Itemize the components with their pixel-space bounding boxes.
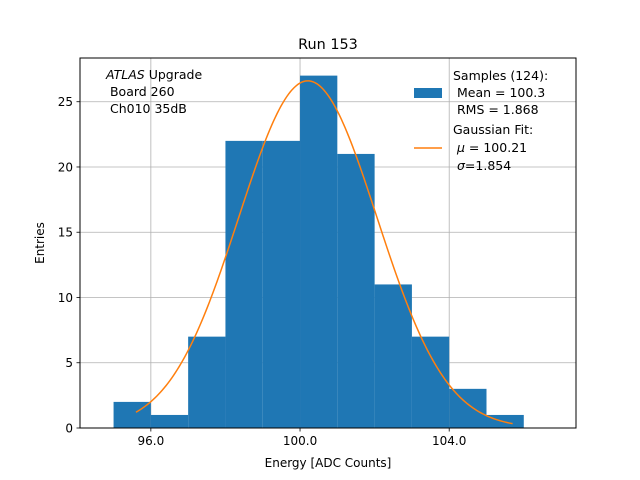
legend-swatch-samples	[414, 88, 442, 98]
atlas-annotation-line2: Board 260	[106, 84, 175, 99]
legend-mu-value: = 100.21	[465, 140, 527, 155]
x-tick-label: 104.0	[432, 434, 466, 448]
histogram-bars	[113, 75, 524, 429]
y-tick-label: 10	[58, 291, 73, 305]
legend-fit-line2: μ = 100.21	[453, 140, 527, 155]
chart-title: Run 153	[298, 37, 358, 53]
y-tick-label: 20	[58, 160, 73, 174]
atlas-label: ATLAS	[105, 67, 145, 82]
x-axis-ticks: 96.0 100.0 104.0	[137, 428, 466, 448]
legend-samples-line1: Samples (124):	[453, 68, 548, 83]
legend-samples-line3: RMS = 1.868	[453, 102, 539, 117]
histogram-bar	[337, 153, 375, 429]
fit-layer	[135, 80, 513, 425]
histogram-bar	[262, 140, 301, 428]
histogram-bar	[411, 336, 450, 428]
x-axis-label: Energy [ADC Counts]	[265, 456, 392, 470]
x-tick-label: 96.0	[137, 434, 164, 448]
histogram-bar	[374, 284, 412, 428]
legend-samples-line2: Mean = 100.3	[453, 85, 545, 100]
legend-sigma-symbol: σ	[457, 158, 466, 173]
histogram-bar	[449, 388, 487, 428]
x-tick-label: 100.0	[283, 434, 317, 448]
histogram-bar	[188, 336, 226, 428]
y-tick-label: 15	[58, 226, 73, 240]
atlas-upgrade-label: Upgrade	[145, 67, 203, 82]
y-axis-label: Entries	[33, 222, 47, 264]
atlas-annotation-line1: ATLAS Upgrade	[105, 67, 202, 82]
y-axis-ticks: 0 5 10 15 20 25	[58, 95, 80, 436]
histogram-bar	[150, 414, 189, 428]
legend-sigma-value: =1.854	[465, 158, 511, 173]
y-tick-label: 5	[65, 356, 73, 370]
legend-mu-symbol: μ	[456, 140, 465, 155]
y-tick-label: 25	[58, 95, 73, 109]
legend-fit-line1: Gaussian Fit:	[453, 122, 533, 137]
histogram-bar	[225, 140, 263, 428]
atlas-annotation-line3: Ch010 35dB	[106, 101, 187, 116]
legend: Samples (124): Mean = 100.3 RMS = 1.868 …	[414, 68, 548, 173]
plot-area-frame	[79, 57, 577, 429]
y-tick-label: 0	[65, 422, 73, 436]
histogram-bar	[300, 75, 338, 428]
gaussian-fit-curve	[135, 80, 513, 425]
legend-fit-line3: σ=1.854	[453, 158, 511, 173]
